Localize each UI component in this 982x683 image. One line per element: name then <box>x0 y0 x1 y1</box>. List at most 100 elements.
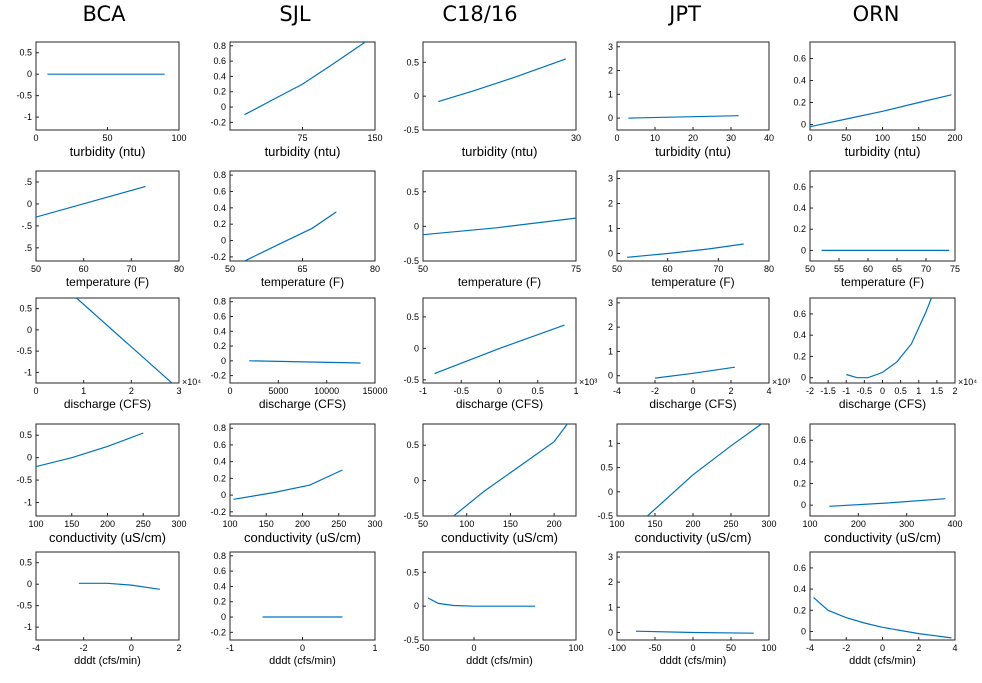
x-axis-label: discharge (CFS) <box>649 397 736 411</box>
x-axis-label: temperature (F) <box>66 275 149 289</box>
series-line <box>810 94 952 128</box>
y-tick-label: 0.8 <box>213 297 226 307</box>
series-line <box>249 360 361 364</box>
y-tick-label: 0 <box>27 453 32 463</box>
x-tick-label: 50 <box>805 264 815 274</box>
x-tick-label: 0 <box>227 386 232 396</box>
y-tick-label: 0.5 <box>406 187 419 197</box>
y-tick-label: 0.2 <box>213 597 226 607</box>
x-tick-label: 50 <box>418 264 428 274</box>
x-tick-label: 200 <box>547 519 562 529</box>
x-tick-label: 30 <box>726 133 736 143</box>
x-tick-label: 80 <box>370 264 380 274</box>
x-tick-label: 100 <box>802 519 817 529</box>
x-axis-exponent: ×10⁴ <box>958 377 977 387</box>
x-tick-label: 150 <box>647 519 662 529</box>
x-tick-label: 0 <box>880 386 885 396</box>
x-tick-label: 50 <box>726 643 736 653</box>
plot-frame <box>809 423 956 517</box>
x-axis-label: conductivity (uS/cm) <box>824 530 941 545</box>
plot-frame <box>229 551 376 641</box>
plot-frame <box>35 423 180 517</box>
y-tick-label: 0 <box>608 249 613 259</box>
x-axis-exponent: ×10³ <box>579 377 597 387</box>
x-tick-label: 50 <box>225 264 235 274</box>
x-tick-label: 0 <box>471 643 476 653</box>
x-tick-label: 150 <box>259 519 274 529</box>
y-tick-label: 0.4 <box>793 76 806 86</box>
y-tick-label: 0.2 <box>213 341 226 351</box>
y-tick-label: 0.2 <box>213 87 226 97</box>
x-tick-label: 55 <box>834 264 844 274</box>
x-tick-label: 20 <box>688 133 698 143</box>
column-title-c1816: C18/16 <box>442 2 518 26</box>
x-tick-label: -4 <box>613 386 621 396</box>
x-tick-label: 2 <box>728 386 733 396</box>
y-tick-label: -0.2 <box>210 252 226 262</box>
x-tick-label: 0 <box>33 133 38 143</box>
series-line <box>423 217 576 236</box>
series-line <box>36 432 144 468</box>
y-tick-label: 0 <box>801 627 806 637</box>
x-tick-label: 50 <box>102 133 112 143</box>
x-tick-label: 80 <box>764 264 774 274</box>
y-tick-label: -0.5 <box>16 346 32 356</box>
y-tick-label: 0 <box>608 113 613 123</box>
x-axis-label: turbidity (ntu) <box>462 144 538 159</box>
y-tick-label: 2 <box>608 66 613 76</box>
x-tick-label: 1 <box>573 386 578 396</box>
y-tick-label: 0.6 <box>793 54 806 64</box>
x-axis-label: discharge (CFS) <box>259 397 346 411</box>
x-tick-label: 5000 <box>268 386 288 396</box>
y-tick-label: 0.4 <box>213 71 226 81</box>
x-axis-label: temperature (F) <box>651 275 734 289</box>
plot-frame <box>616 551 770 641</box>
series-line <box>36 185 146 218</box>
y-tick-label: -0.2 <box>210 507 226 517</box>
y-tick-label: 0.5 <box>406 567 419 577</box>
plot-frame <box>616 423 770 517</box>
y-tick-label: -1 <box>24 498 32 508</box>
x-tick-label: 60 <box>79 264 89 274</box>
y-tick-label: 0 <box>221 102 226 112</box>
y-tick-label: 0.5 <box>406 440 419 450</box>
x-tick-label: -50 <box>416 643 429 653</box>
plot-frame <box>229 41 376 131</box>
x-tick-label: 150 <box>911 133 926 143</box>
series-line <box>654 366 735 379</box>
y-tick-label: -1 <box>24 112 32 122</box>
x-tick-label: 75 <box>950 264 960 274</box>
x-axis-label: discharge (CFS) <box>456 397 543 411</box>
y-tick-label: -0.5 <box>16 475 32 485</box>
x-tick-label: -0.5 <box>453 386 469 396</box>
y-tick-label: 0 <box>608 371 613 381</box>
x-tick-label: 400 <box>947 519 962 529</box>
x-tick-label: 10 <box>650 133 660 143</box>
x-tick-label: 65 <box>892 264 902 274</box>
x-axis-label: discharge (CFS) <box>839 397 926 411</box>
x-tick-label: -50 <box>648 643 661 653</box>
x-tick-label: 80 <box>174 264 184 274</box>
x-tick-label: 0 <box>129 643 134 653</box>
y-tick-label: -1 <box>24 622 32 632</box>
y-tick-label: -.5 <box>21 221 32 231</box>
y-tick-label: 0.4 <box>793 330 806 340</box>
x-tick-label: 300 <box>899 519 914 529</box>
x-tick-label: 1 <box>916 386 921 396</box>
x-tick-label: -0.5 <box>857 386 873 396</box>
plot-frame <box>35 551 180 641</box>
x-tick-label: 4 <box>766 386 771 396</box>
y-tick-label: 0 <box>27 199 32 209</box>
y-tick-label: 0.6 <box>793 435 806 445</box>
y-tick-label: 0.2 <box>793 224 806 234</box>
x-axis-label: turbidity (ntu) <box>845 144 921 159</box>
x-tick-label: 60 <box>863 264 873 274</box>
x-axis-label: discharge (CFS) <box>64 397 151 411</box>
x-tick-label: -100 <box>608 643 626 653</box>
y-tick-label: 0 <box>801 500 806 510</box>
y-tick-label: 0 <box>221 490 226 500</box>
